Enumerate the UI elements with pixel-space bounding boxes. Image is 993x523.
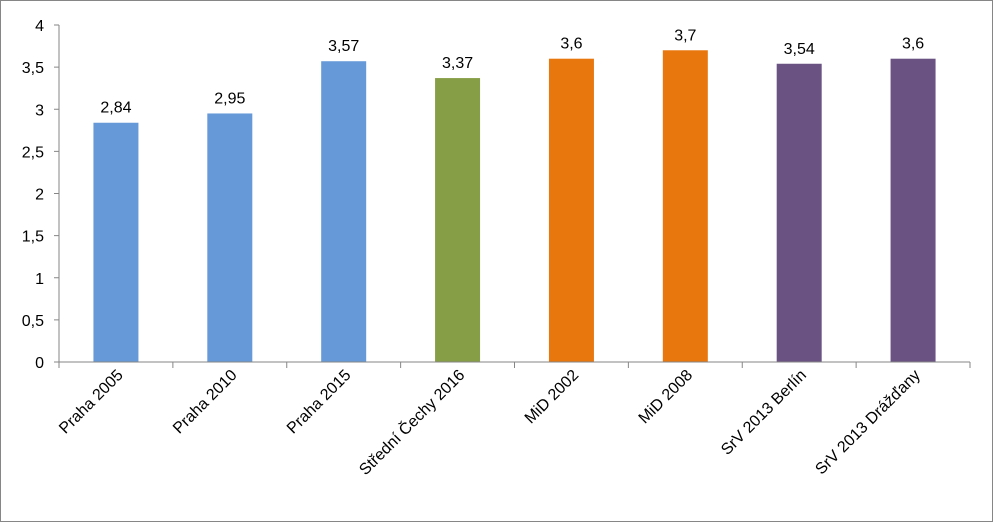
y-tick-label: 2,5 (22, 144, 44, 161)
x-axis-ticks (58, 362, 971, 368)
category-label: Střední Čechy 2016 (355, 365, 469, 479)
category-label: Praha 2010 (170, 367, 241, 438)
category-label: SrV 2013 Drážďany (812, 367, 923, 478)
y-tick-label: 2 (35, 187, 44, 204)
y-tick-label: 0,5 (22, 313, 44, 330)
data-label: 3,37 (442, 55, 473, 72)
value-labels: 2,84 2,95 3,57 3,37 3,6 3,7 3,54 3,6 (100, 27, 924, 116)
bar (207, 113, 253, 363)
bar (548, 58, 594, 362)
category-label: MiD 2002 (522, 367, 583, 428)
bar (93, 122, 139, 362)
bar (662, 50, 708, 363)
data-label: 3,6 (902, 36, 924, 53)
data-label: 3,54 (784, 41, 815, 58)
y-tick-label: 3,5 (22, 60, 44, 77)
category-label: Praha 2015 (284, 367, 355, 438)
bars (93, 50, 936, 363)
category-label: SrV 2013 Berlín (718, 367, 810, 459)
bar (435, 78, 481, 362)
data-label: 2,84 (100, 100, 131, 117)
data-label: 3,57 (328, 38, 359, 55)
y-tick-label: 1 (35, 271, 44, 288)
y-tick-label: 1,5 (22, 229, 44, 246)
bar (890, 58, 936, 362)
data-label: 3,7 (674, 27, 696, 44)
bar (321, 61, 367, 362)
y-tick-label: 0 (35, 355, 44, 372)
axes (58, 25, 970, 363)
category-labels: Praha 2005 Praha 2010 Praha 2015 Střední Če… (56, 365, 924, 479)
y-tick-label: 3 (35, 102, 44, 119)
data-label: 3,6 (560, 36, 582, 53)
bar (776, 63, 822, 362)
data-label: 2,95 (214, 90, 245, 107)
category-label: Praha 2005 (56, 367, 127, 438)
category-label: MiD 2008 (636, 367, 697, 428)
y-tick-label: 4 (35, 18, 44, 35)
y-axis-ticks: 0 0,5 1 1,5 2 2,5 3 3,5 4 (22, 18, 59, 372)
